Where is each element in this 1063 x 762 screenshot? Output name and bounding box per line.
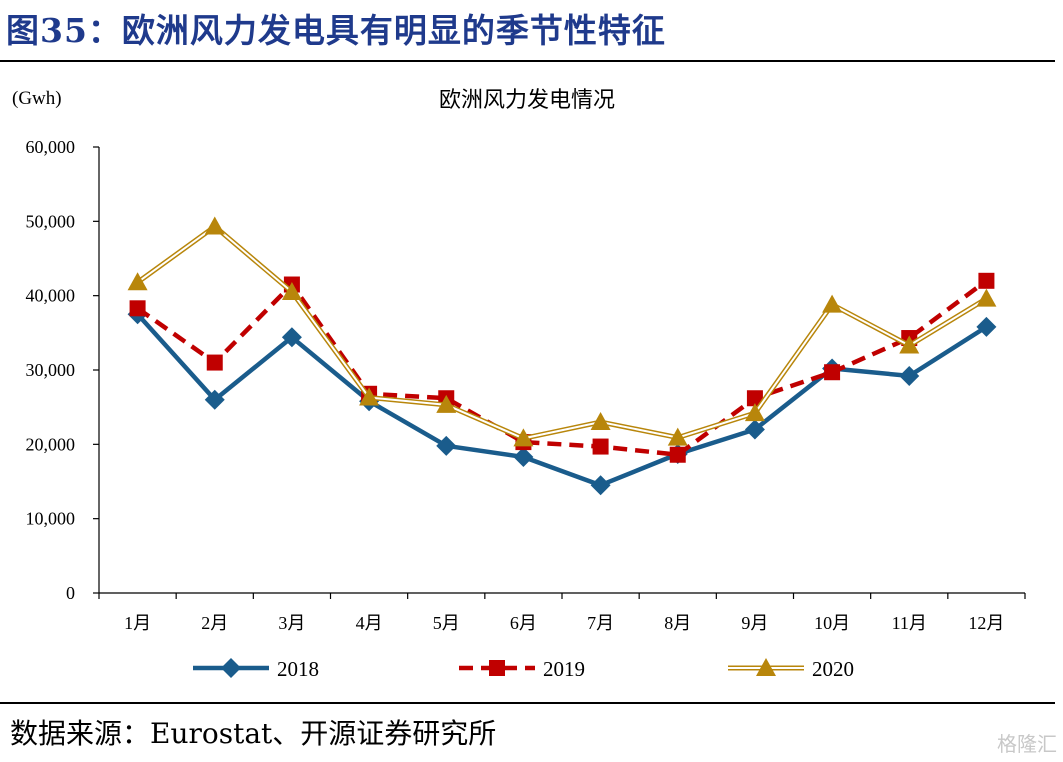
y-tick-label: 60,000: [26, 137, 76, 157]
y-tick-label: 30,000: [26, 360, 76, 380]
top-rule: [0, 60, 1055, 62]
source-note: 数据来源：Eurostat、开源证券研究所: [10, 717, 497, 750]
legend-marker-2019: [489, 660, 505, 676]
data-point-2018-2月: [204, 389, 225, 410]
x-tick-label: 11月: [892, 613, 927, 633]
y-tick-label: 0: [66, 583, 75, 603]
x-tick-label: 7月: [587, 613, 614, 633]
chart-title: 欧洲风力发电情况: [439, 88, 615, 113]
watermark: 格隆汇: [997, 732, 1057, 756]
data-point-2019-9月: [746, 390, 763, 407]
data-point-2018-7月: [590, 475, 611, 496]
data-point-2018-6月: [513, 446, 534, 467]
legend-item-2020: 2020: [728, 657, 854, 681]
y-unit-label: (Gwh): [12, 88, 62, 109]
legend-item-2019: 2019: [459, 657, 585, 681]
bottom-rule: [0, 702, 1055, 704]
series-2018: [127, 304, 997, 496]
legend-marker-2020: [756, 658, 776, 676]
legend-label-2020: 2020: [812, 657, 854, 681]
x-tick-label: 1月: [124, 613, 151, 633]
series-line-2019: [136, 278, 988, 457]
line-chart: 欧洲风力发电情况 (Gwh) 0 10,000 20,000 30,000 40,000 50…: [12, 88, 1026, 681]
x-tick-label: 5月: [433, 613, 460, 633]
series-2020: [127, 216, 997, 447]
data-point-2019-7月: [592, 438, 609, 455]
data-point-2019-8月: [669, 446, 686, 463]
figure-title: 图35：欧洲风力发电具有明显的季节性特征: [6, 11, 666, 50]
chart-series: [127, 216, 997, 496]
data-point-2020-9月: [744, 403, 765, 422]
data-point-2018-11月: [899, 365, 920, 386]
series-line-2018: [135, 312, 988, 488]
data-point-2018-5月: [436, 435, 457, 456]
data-point-2018-9月: [744, 419, 765, 440]
data-point-2020-3月: [281, 281, 302, 300]
chart-legend: 2018 2019 2020: [193, 657, 854, 681]
data-point-2020-2月: [204, 216, 225, 235]
series-2019: [129, 272, 995, 463]
data-point-2018-3月: [281, 327, 302, 348]
series-line-2020: [136, 223, 988, 442]
x-tick-label: 2月: [201, 613, 228, 633]
x-tick-label: 6月: [510, 613, 537, 633]
chart-axes: 欧洲风力发电情况 (Gwh) 0 10,000 20,000 30,000 40,000 50…: [12, 88, 1026, 633]
legend-item-2018: 2018: [193, 657, 319, 681]
y-tick-label: 10,000: [26, 509, 76, 529]
data-point-2020-4月: [359, 387, 380, 406]
data-point-2020-1月: [127, 272, 148, 291]
x-tick-label: 12月: [968, 613, 1004, 633]
data-point-2019-12月: [978, 272, 995, 289]
y-tick-label: 40,000: [26, 286, 76, 306]
data-point-2020-11月: [899, 335, 920, 354]
x-tick-label: 8月: [664, 613, 691, 633]
x-tick-label: 9月: [741, 613, 768, 633]
data-point-2020-7月: [590, 412, 611, 431]
y-tick-label: 20,000: [26, 434, 76, 454]
x-tick-label: 3月: [278, 613, 305, 633]
data-point-2020-8月: [667, 427, 688, 446]
data-point-2019-10月: [824, 364, 841, 381]
legend-marker-2018: [221, 658, 241, 678]
data-point-2019-1月: [129, 300, 146, 317]
y-tick-label: 50,000: [26, 211, 76, 231]
legend-label-2018: 2018: [277, 657, 319, 681]
data-point-2020-12月: [976, 288, 997, 307]
data-point-2019-2月: [206, 354, 223, 371]
x-tick-label: 10月: [814, 613, 850, 633]
series-line-inner-2020: [137, 225, 987, 440]
data-point-2020-6月: [513, 428, 534, 447]
data-point-2020-5月: [436, 394, 457, 413]
data-point-2020-10月: [822, 294, 843, 313]
data-point-2018-12月: [976, 316, 997, 337]
legend-label-2019: 2019: [543, 657, 585, 681]
x-tick-label: 4月: [356, 613, 383, 633]
